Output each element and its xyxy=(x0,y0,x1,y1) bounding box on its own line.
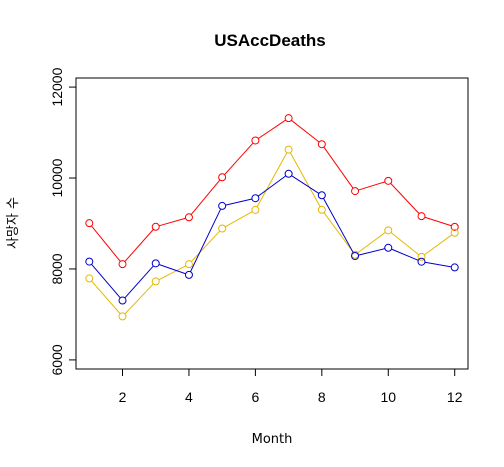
data-point xyxy=(384,226,393,235)
series-3 xyxy=(85,169,459,305)
series-segment xyxy=(158,265,187,281)
y-axis-label: 사망자 수 xyxy=(6,197,21,249)
data-point xyxy=(184,270,193,279)
chart-title: USAccDeaths xyxy=(214,31,326,50)
x-tick-label: 6 xyxy=(251,389,259,405)
series-segment xyxy=(424,216,452,227)
series-segment xyxy=(124,265,154,299)
series-segment xyxy=(358,181,386,191)
series-segment xyxy=(258,119,286,139)
data-point xyxy=(417,252,426,261)
series-layer xyxy=(85,114,459,321)
data-point xyxy=(85,257,94,266)
data-point xyxy=(450,222,459,231)
series-segment xyxy=(257,175,287,197)
data-point xyxy=(351,187,360,196)
data-point xyxy=(218,224,227,233)
data-point xyxy=(151,277,160,286)
series-segment xyxy=(323,212,354,253)
x-tick-label: 10 xyxy=(380,389,396,405)
data-point xyxy=(118,260,127,269)
data-point xyxy=(251,136,260,145)
series-segment xyxy=(91,263,121,299)
y-tick-label: 8000 xyxy=(49,253,65,284)
series-1 xyxy=(85,114,459,269)
data-point xyxy=(317,191,326,200)
data-point xyxy=(151,222,160,231)
data-point xyxy=(317,205,326,214)
series-segment xyxy=(358,248,385,256)
series-segment xyxy=(91,280,121,315)
series-segment xyxy=(424,234,453,256)
series-segment xyxy=(190,230,221,262)
y-axis: 6000 8000 10000 12000 xyxy=(49,67,76,375)
series-segment xyxy=(190,179,221,215)
data-point xyxy=(284,114,293,123)
data-point xyxy=(184,260,193,269)
x-tick-label: 8 xyxy=(318,389,326,405)
series-segment xyxy=(391,248,419,261)
x-axis-label: Month xyxy=(252,432,293,447)
data-point xyxy=(151,259,160,268)
x-tick-label: 12 xyxy=(447,389,463,405)
series-segment xyxy=(291,175,320,194)
x-tick-label: 4 xyxy=(185,389,193,405)
series-segment xyxy=(124,229,154,262)
y-tick-label: 10000 xyxy=(49,158,65,197)
series-segment xyxy=(289,152,321,207)
series-segment xyxy=(224,142,254,175)
data-point xyxy=(85,219,94,228)
series-2 xyxy=(85,145,459,321)
series-segment xyxy=(323,146,354,189)
x-tick-label: 2 xyxy=(119,389,127,405)
series-segment xyxy=(291,119,320,143)
data-point xyxy=(384,243,393,252)
series-segment xyxy=(225,198,253,206)
data-point xyxy=(450,263,459,272)
series-segment xyxy=(323,198,354,254)
series-segment xyxy=(158,217,186,227)
series-segment xyxy=(91,225,121,262)
data-point xyxy=(284,169,293,178)
data-point xyxy=(218,173,227,182)
data-point xyxy=(85,274,94,283)
series-segment xyxy=(124,283,154,315)
data-point xyxy=(384,176,393,185)
x-axis: 2 4 6 8 10 12 xyxy=(119,369,463,405)
data-point xyxy=(317,140,326,149)
data-point xyxy=(118,312,127,321)
series-segment xyxy=(390,232,420,256)
data-point xyxy=(218,201,227,210)
data-point xyxy=(184,213,193,222)
series-segment xyxy=(390,183,420,214)
data-point xyxy=(251,205,260,214)
series-segment xyxy=(256,152,288,208)
data-point xyxy=(417,212,426,221)
series-segment xyxy=(424,261,452,268)
data-point xyxy=(450,228,459,237)
series-segment xyxy=(158,264,186,275)
data-point xyxy=(251,194,260,203)
y-tick-label: 6000 xyxy=(49,344,65,375)
y-tick-label: 12000 xyxy=(49,67,65,106)
plot-frame xyxy=(75,77,469,370)
series-segment xyxy=(190,208,222,272)
series-segment xyxy=(224,211,253,228)
series-segment xyxy=(357,231,386,254)
data-point xyxy=(351,252,360,261)
data-point xyxy=(417,257,426,266)
data-point xyxy=(118,296,127,305)
data-point xyxy=(284,145,293,154)
